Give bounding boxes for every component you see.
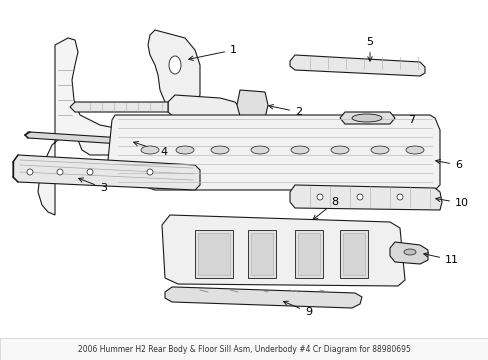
FancyBboxPatch shape bbox=[297, 233, 319, 275]
Text: 9: 9 bbox=[283, 301, 311, 317]
Ellipse shape bbox=[351, 114, 381, 122]
Circle shape bbox=[87, 169, 93, 175]
Ellipse shape bbox=[169, 56, 181, 74]
Polygon shape bbox=[339, 112, 394, 124]
Circle shape bbox=[27, 169, 33, 175]
Text: 3: 3 bbox=[79, 178, 107, 193]
Polygon shape bbox=[148, 30, 200, 110]
Ellipse shape bbox=[330, 146, 348, 154]
Text: 8: 8 bbox=[312, 197, 338, 220]
Polygon shape bbox=[70, 102, 168, 112]
FancyBboxPatch shape bbox=[198, 233, 229, 275]
FancyBboxPatch shape bbox=[250, 233, 272, 275]
Ellipse shape bbox=[250, 146, 268, 154]
Text: 7: 7 bbox=[407, 115, 414, 125]
Circle shape bbox=[316, 194, 323, 200]
Circle shape bbox=[356, 194, 362, 200]
Ellipse shape bbox=[405, 146, 423, 154]
Circle shape bbox=[57, 169, 63, 175]
Text: 11: 11 bbox=[423, 253, 458, 265]
Text: 1: 1 bbox=[188, 45, 237, 60]
Polygon shape bbox=[247, 230, 275, 278]
Text: 2006 Hummer H2 Rear Body & Floor Sill Asm, Underbody #4 Cr Diagram for 88980695: 2006 Hummer H2 Rear Body & Floor Sill As… bbox=[78, 345, 410, 354]
Text: 5: 5 bbox=[366, 37, 373, 61]
Text: 6: 6 bbox=[435, 159, 461, 170]
Ellipse shape bbox=[290, 146, 308, 154]
Ellipse shape bbox=[403, 249, 415, 255]
Polygon shape bbox=[195, 230, 232, 278]
Polygon shape bbox=[13, 155, 200, 190]
Ellipse shape bbox=[370, 146, 388, 154]
Polygon shape bbox=[168, 95, 240, 120]
Polygon shape bbox=[289, 185, 441, 210]
Ellipse shape bbox=[176, 146, 194, 154]
Polygon shape bbox=[289, 55, 424, 76]
Polygon shape bbox=[339, 230, 367, 278]
Polygon shape bbox=[294, 230, 323, 278]
FancyBboxPatch shape bbox=[342, 233, 364, 275]
Polygon shape bbox=[25, 132, 190, 150]
Text: 4: 4 bbox=[133, 141, 167, 157]
Ellipse shape bbox=[210, 146, 228, 154]
Text: 2: 2 bbox=[268, 104, 302, 117]
Polygon shape bbox=[164, 287, 361, 308]
FancyBboxPatch shape bbox=[0, 338, 488, 360]
Polygon shape bbox=[162, 215, 404, 286]
Text: 10: 10 bbox=[435, 197, 468, 208]
Circle shape bbox=[396, 194, 402, 200]
Polygon shape bbox=[108, 115, 439, 190]
Ellipse shape bbox=[141, 146, 159, 154]
Polygon shape bbox=[38, 38, 120, 215]
Polygon shape bbox=[237, 90, 267, 118]
Circle shape bbox=[147, 169, 153, 175]
Polygon shape bbox=[389, 242, 427, 264]
